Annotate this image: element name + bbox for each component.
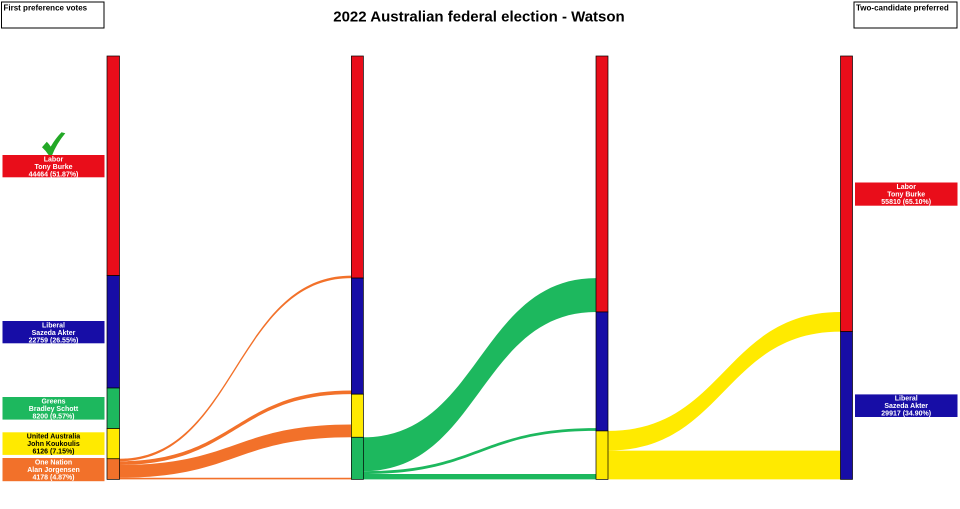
svg-text:Two-candidate preferred: Two-candidate preferred xyxy=(856,3,949,12)
svg-text:2022 Australian federal electi: 2022 Australian federal election - Watso… xyxy=(333,9,624,26)
svg-text:First preference votes: First preference votes xyxy=(4,3,88,12)
